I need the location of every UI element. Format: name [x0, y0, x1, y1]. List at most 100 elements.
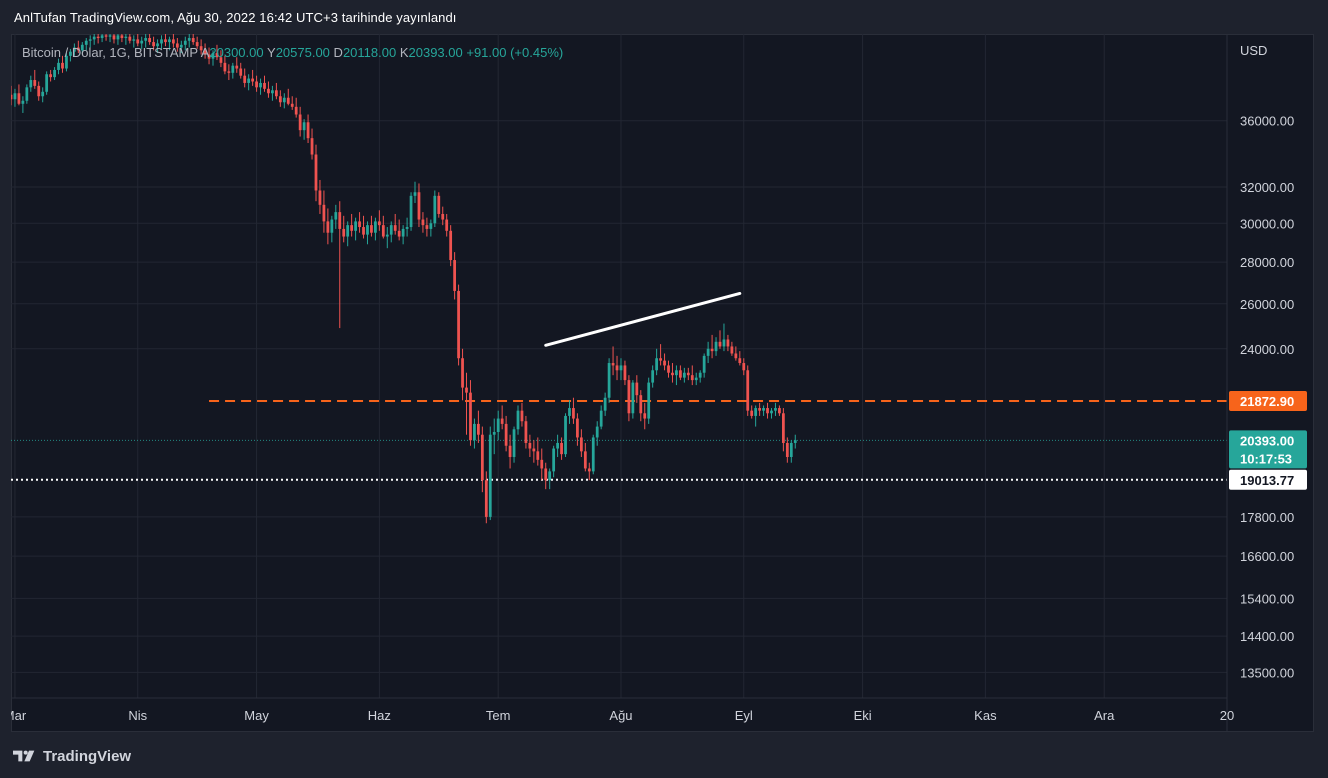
candle-body: [572, 408, 575, 419]
y-tick-label: 16600.00: [1240, 549, 1294, 564]
candle-body: [429, 223, 433, 229]
candle-body: [754, 408, 758, 416]
candle-body: [96, 36, 100, 39]
footer-brand[interactable]: TradingView: [13, 745, 131, 767]
candle-body: [714, 341, 718, 352]
price-chart[interactable]: USD 36000.00 32000.00 30000.00 28000.00 26000…: [11, 34, 1314, 732]
candle-body: [437, 195, 441, 214]
candle-body: [461, 358, 464, 388]
candle-body: [702, 355, 706, 373]
candle-body: [271, 90, 274, 94]
candle-body: [793, 440, 797, 443]
candle-body: [346, 225, 350, 237]
candle-body: [785, 442, 789, 457]
candle-body: [128, 36, 132, 41]
candle-body: [734, 353, 738, 359]
candle-body: [623, 365, 627, 381]
candle-body: [611, 363, 615, 366]
candle-body: [282, 97, 286, 103]
candle-body: [488, 434, 492, 517]
candle-body: [595, 426, 599, 438]
candle-body: [286, 97, 290, 104]
candle-body: [76, 47, 80, 51]
resistance-price-tag-bg: [1229, 390, 1307, 411]
y-tick-label: 36000.00: [1240, 114, 1294, 129]
candle-body: [789, 442, 793, 457]
y-tick-label: 17800.00: [1240, 510, 1294, 525]
candle-body: [718, 341, 722, 347]
candle-body: [726, 339, 730, 347]
candle-body: [168, 39, 171, 43]
candle-body: [651, 370, 655, 383]
candle-body: [583, 451, 587, 469]
resistance-price-tag-text: 21872.90: [1240, 394, 1294, 409]
candle-body: [247, 78, 251, 83]
candle-body: [215, 53, 219, 58]
candle-body: [457, 290, 460, 359]
axes-layer: USD 36000.00 32000.00 30000.00 28000.00 26000…: [11, 34, 1307, 732]
candle-body: [607, 363, 611, 398]
candle-body: [516, 410, 520, 430]
candle-body: [330, 219, 334, 233]
candle-body: [140, 40, 144, 44]
support-price-tag-text: 19013.77: [1240, 473, 1294, 488]
y-tick-label: 32000.00: [1240, 180, 1294, 195]
candle-body: [33, 80, 37, 86]
candle-body: [243, 75, 247, 83]
candle-body: [49, 74, 52, 78]
candle-body: [13, 93, 17, 100]
y-tick-label: 30000.00: [1240, 216, 1294, 231]
candle-body: [370, 225, 373, 233]
x-tick-label: Ara: [1094, 708, 1115, 723]
candle-body: [148, 38, 152, 43]
x-tick-label: Mar: [11, 708, 27, 723]
candle-body: [374, 221, 377, 233]
candle-body: [120, 35, 124, 39]
candle-body: [746, 370, 750, 411]
candle-body: [698, 372, 702, 378]
candle-body: [259, 82, 262, 88]
candle-body: [306, 122, 310, 139]
candle-body: [164, 39, 167, 43]
open-label: A: [200, 45, 210, 60]
x-tick-label: Haz: [368, 708, 391, 723]
candle-body: [706, 348, 710, 356]
candle-body: [11, 94, 13, 100]
candle-body: [544, 468, 548, 481]
candle-body: [199, 46, 203, 51]
candle-body: [302, 122, 306, 131]
low-value: 20118.00: [342, 45, 397, 60]
published-by-text: AnlTufan TradingView.com, Ağu 30, 2022 1…: [14, 10, 457, 25]
candle-body: [136, 39, 140, 44]
candle-body: [536, 451, 540, 460]
candle-body: [587, 468, 591, 472]
y-tick-label: 14400.00: [1240, 629, 1294, 644]
candle-body: [579, 437, 583, 452]
candle-body: [290, 103, 294, 107]
candle-body: [326, 221, 330, 233]
candle-body: [512, 429, 516, 457]
x-tick-label: May: [244, 708, 269, 723]
candle-body: [381, 225, 385, 237]
x-tick-label: Nis: [128, 708, 147, 723]
candle-body: [223, 62, 227, 72]
candle-body: [417, 192, 421, 220]
candle-body: [409, 195, 413, 228]
support-price-tag-bg: [1229, 469, 1307, 490]
candle-body: [671, 372, 674, 376]
candle-body: [191, 38, 195, 43]
candle-body: [401, 228, 405, 237]
candle-body: [484, 480, 488, 517]
candle-body: [92, 36, 96, 40]
candle-body: [528, 442, 532, 449]
candle-body: [207, 54, 211, 59]
candle-body: [560, 442, 563, 455]
candle-body: [366, 225, 369, 235]
grid-layer: [11, 34, 1228, 698]
close-label: K: [399, 45, 409, 60]
candle-body: [211, 53, 215, 59]
candle-body: [100, 35, 104, 39]
y-tick-label: 28000.00: [1240, 255, 1294, 270]
symbol-name[interactable]: Bitcoin / Dolar, 1G, BITSTAMP: [22, 45, 198, 60]
candle-body: [72, 47, 76, 52]
